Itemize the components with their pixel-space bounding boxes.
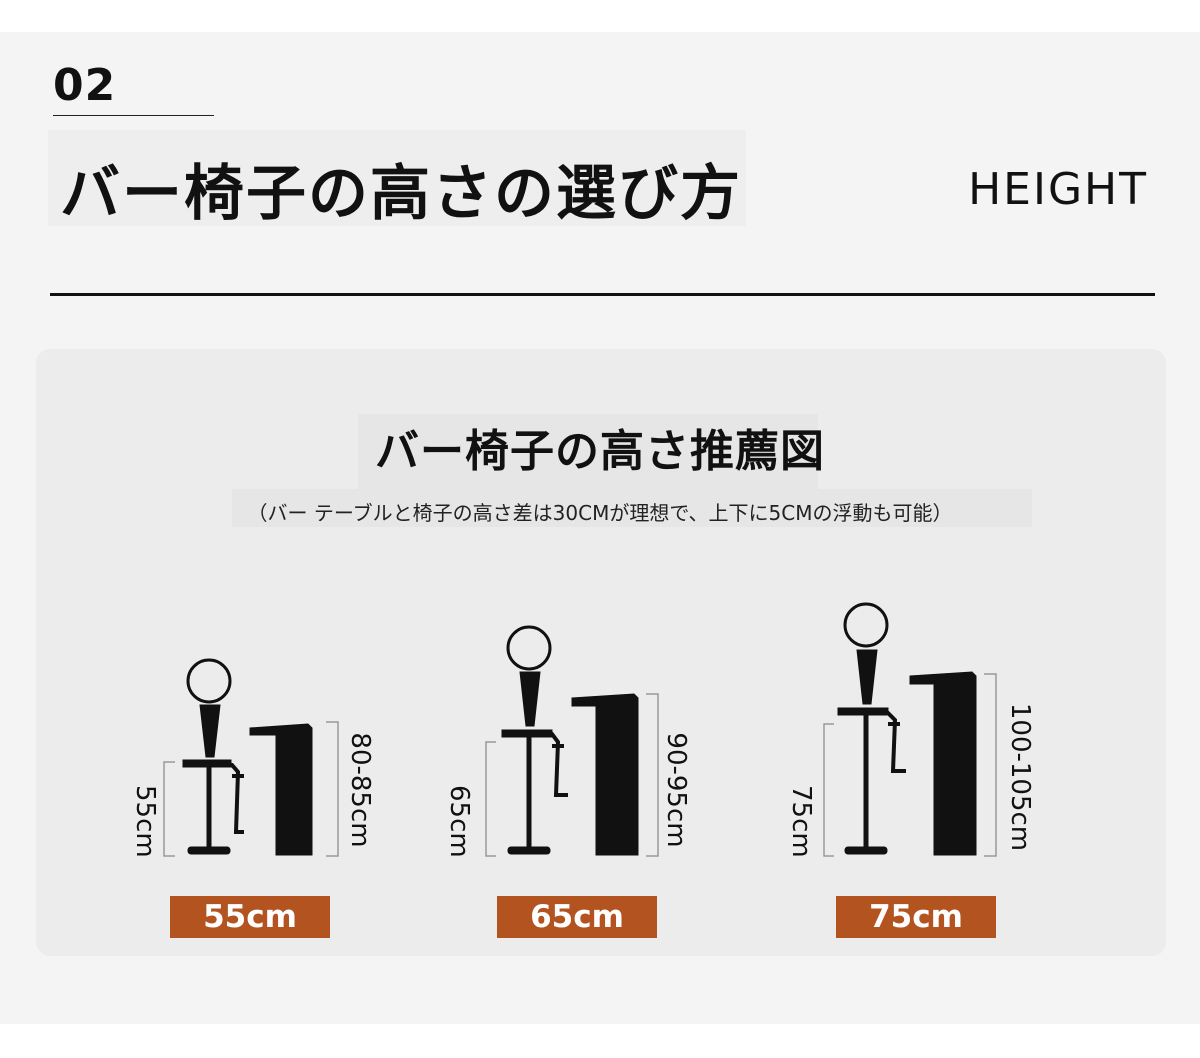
person-torso-icon (856, 649, 878, 705)
chair-pole-icon (206, 766, 212, 852)
figure-1-table-height-label: 80-85cm (345, 732, 375, 848)
bar-table-icon (909, 671, 977, 856)
bar-table-icon (571, 693, 639, 856)
person-legs-icon (508, 732, 568, 797)
chair-pole-icon (526, 736, 532, 852)
person-torso-icon (199, 704, 221, 758)
table-height-bracket (326, 721, 339, 857)
card-note: （バー テーブルと椅子の高さ差は30CMが理想で、上下に5CMの浮動も可能） (247, 501, 953, 525)
person-head-icon (186, 658, 232, 704)
table-height-bracket (646, 693, 659, 857)
figure-2-illustration (485, 625, 659, 857)
figure-3-table-height-label: 100-105cm (1005, 702, 1035, 852)
chair-height-bracket (485, 741, 496, 857)
chair-seat-icon (501, 729, 553, 738)
person-head-icon (843, 602, 889, 648)
chair-seat-icon (837, 707, 889, 716)
figure-1-chair-height-label: 55cm (130, 785, 160, 858)
header-divider (50, 293, 1155, 296)
bar-table-icon (249, 723, 313, 856)
figure-2-chair-height-label: 65cm (444, 785, 474, 858)
table-height-bracket (984, 673, 997, 857)
chair-height-bracket (163, 761, 175, 857)
person-legs-icon (845, 711, 906, 773)
subtitle-highlight (358, 414, 818, 494)
section-number-underline (53, 115, 214, 116)
chair-pole-icon (863, 714, 869, 852)
figure-3-height-tag: 75cm (836, 896, 996, 938)
person-torso-icon (519, 671, 541, 727)
chair-base-icon (844, 846, 888, 855)
figure-1-height-tag: 55cm (170, 896, 330, 938)
figure-3-illustration (823, 602, 997, 857)
card-subtitle: バー椅子の高さ推薦図 (375, 426, 825, 477)
note-highlight (232, 489, 1032, 527)
section-number: 02 (53, 60, 117, 111)
chair-base-icon (507, 846, 551, 855)
person-head-icon (506, 625, 552, 671)
chair-seat-icon (182, 759, 232, 768)
chair-height-bracket (823, 723, 834, 857)
figure-2-table-height-label: 90-95cm (661, 732, 691, 848)
chair-base-icon (187, 846, 231, 855)
figure-3-chair-height-label: 75cm (786, 785, 816, 858)
english-label: HEIGHT (968, 164, 1148, 215)
page-title: バー椅子の高さの選び方 (60, 159, 742, 229)
title-highlight (48, 130, 746, 226)
person-legs-icon (188, 763, 244, 834)
figure-2-height-tag: 65cm (497, 896, 657, 938)
figure-1-illustration (163, 658, 339, 857)
